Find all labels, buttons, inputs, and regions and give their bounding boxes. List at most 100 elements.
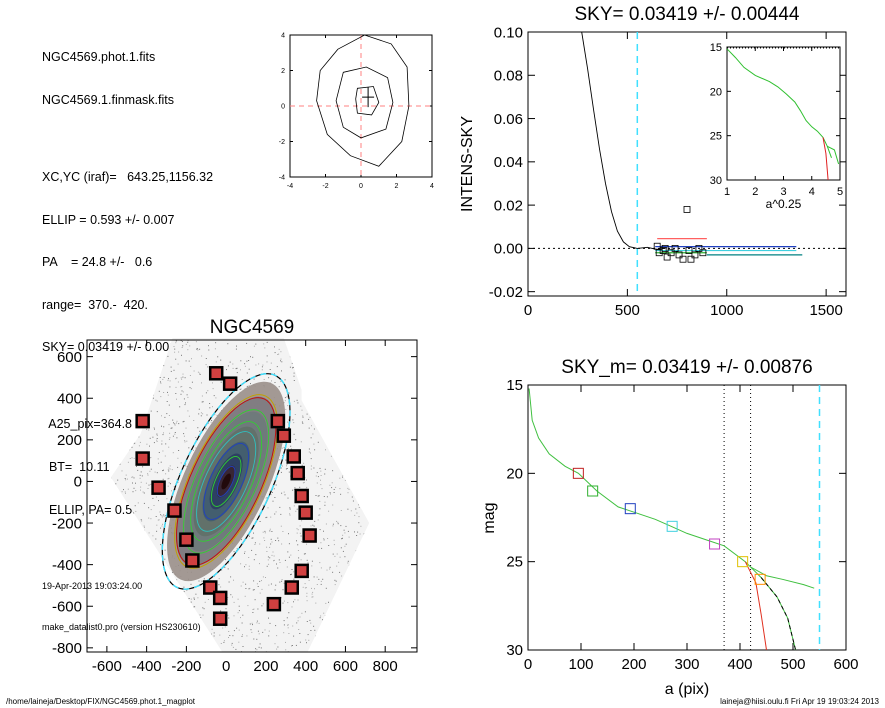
image-speckle [248, 360, 250, 361]
image-speckle [96, 542, 97, 543]
image-speckle [403, 614, 404, 615]
image-speckle [100, 606, 101, 607]
image-speckle [306, 543, 307, 545]
image-speckle [370, 524, 371, 525]
image-isophote-2 [196, 431, 257, 532]
image-speckle [117, 479, 119, 481]
image-speckle [227, 365, 229, 367]
image-speckle [368, 416, 370, 418]
image-speckle [160, 381, 161, 383]
image-speckle [120, 357, 122, 359]
image-speckle [215, 342, 217, 344]
image-speckle [142, 466, 144, 468]
image-speckle [258, 622, 260, 624]
image-speckle [108, 508, 109, 509]
image-speckle [320, 470, 322, 472]
image-speckle [98, 513, 99, 514]
image-speckle [333, 450, 335, 452]
image-speckle [212, 406, 213, 408]
magnitude-xtick-label: 600 [833, 656, 858, 673]
image-speckle [88, 638, 89, 639]
image-speckle [194, 610, 196, 612]
image-speckle [202, 401, 204, 403]
image-speckle [323, 645, 325, 647]
image-speckle [238, 605, 240, 607]
image-speckle [111, 341, 113, 343]
image-speckle [317, 519, 319, 521]
image-speckle [331, 422, 333, 424]
image-speckle [405, 400, 406, 401]
image-speckle [111, 447, 113, 449]
image-speckle [350, 625, 352, 627]
image-speckle [291, 354, 293, 356]
image-speckle [390, 418, 391, 419]
image-speckle [254, 542, 256, 544]
image-speckle [379, 487, 380, 488]
image-speckle [387, 419, 388, 420]
image-speckle [120, 627, 122, 629]
image-speckle [255, 343, 257, 345]
image-speckle [164, 549, 166, 551]
image-speckle [142, 357, 143, 359]
image-speckle [379, 629, 380, 630]
image-ytick-label: -800 [52, 640, 82, 657]
image-speckle [368, 458, 370, 460]
image-sky-box [151, 480, 166, 495]
image-speckle [317, 495, 319, 497]
image-speckle [386, 458, 387, 459]
image-speckle [92, 588, 93, 589]
image-speckle [327, 538, 329, 539]
image-speckle [189, 387, 191, 389]
image-speckle [262, 576, 264, 578]
image-speckle [326, 375, 328, 377]
image-speckle [87, 432, 88, 433]
image-speckle [158, 619, 160, 621]
image-speckle [116, 650, 118, 652]
image-speckle [101, 542, 102, 543]
image-speckle [236, 367, 238, 369]
image-speckle [380, 612, 381, 613]
image-speckle [413, 561, 414, 562]
image-speckle [113, 461, 115, 463]
image-speckle [365, 622, 367, 624]
image-speckle [247, 605, 249, 607]
image-speckle [348, 488, 350, 490]
image-speckle [385, 464, 386, 465]
image-speckle [242, 581, 244, 583]
image-speckle [115, 456, 117, 458]
image-speckle [181, 341, 183, 342]
image-speckle [229, 635, 231, 636]
image-speckle [115, 425, 117, 427]
image-speckle [140, 489, 141, 491]
image-speckle [405, 413, 406, 414]
image-speckle [356, 584, 358, 586]
image-speckle [106, 641, 107, 642]
image-speckle [230, 576, 232, 578]
image-speckle [324, 473, 326, 475]
image-speckle [343, 353, 345, 355]
image-speckle [359, 533, 361, 535]
image-speckle [167, 394, 169, 396]
image-speckle [343, 626, 345, 628]
image-speckle [322, 619, 324, 621]
image-speckle [308, 347, 309, 349]
image-speckle [94, 643, 95, 644]
image-speckle [262, 364, 264, 366]
image-speckle [94, 392, 95, 393]
image-speckle [104, 615, 105, 616]
sky-xtick-label: 1500 [809, 302, 842, 319]
image-speckle [176, 597, 178, 598]
image-speckle [363, 650, 364, 652]
image-speckle [399, 435, 400, 436]
image-speckle [140, 519, 142, 521]
image-speckle [283, 624, 285, 626]
image-speckle [333, 544, 335, 546]
footer-user: laineja@hiisi.oulu.fi Fri Apr 19 19:03:2… [720, 697, 879, 706]
image-speckle [320, 475, 322, 476]
image-speckle [342, 582, 344, 584]
image-speckle [207, 390, 209, 392]
image-speckle [108, 346, 109, 347]
image-speckle [183, 433, 185, 435]
image-speckle [238, 641, 240, 643]
image-speckle [306, 397, 308, 399]
